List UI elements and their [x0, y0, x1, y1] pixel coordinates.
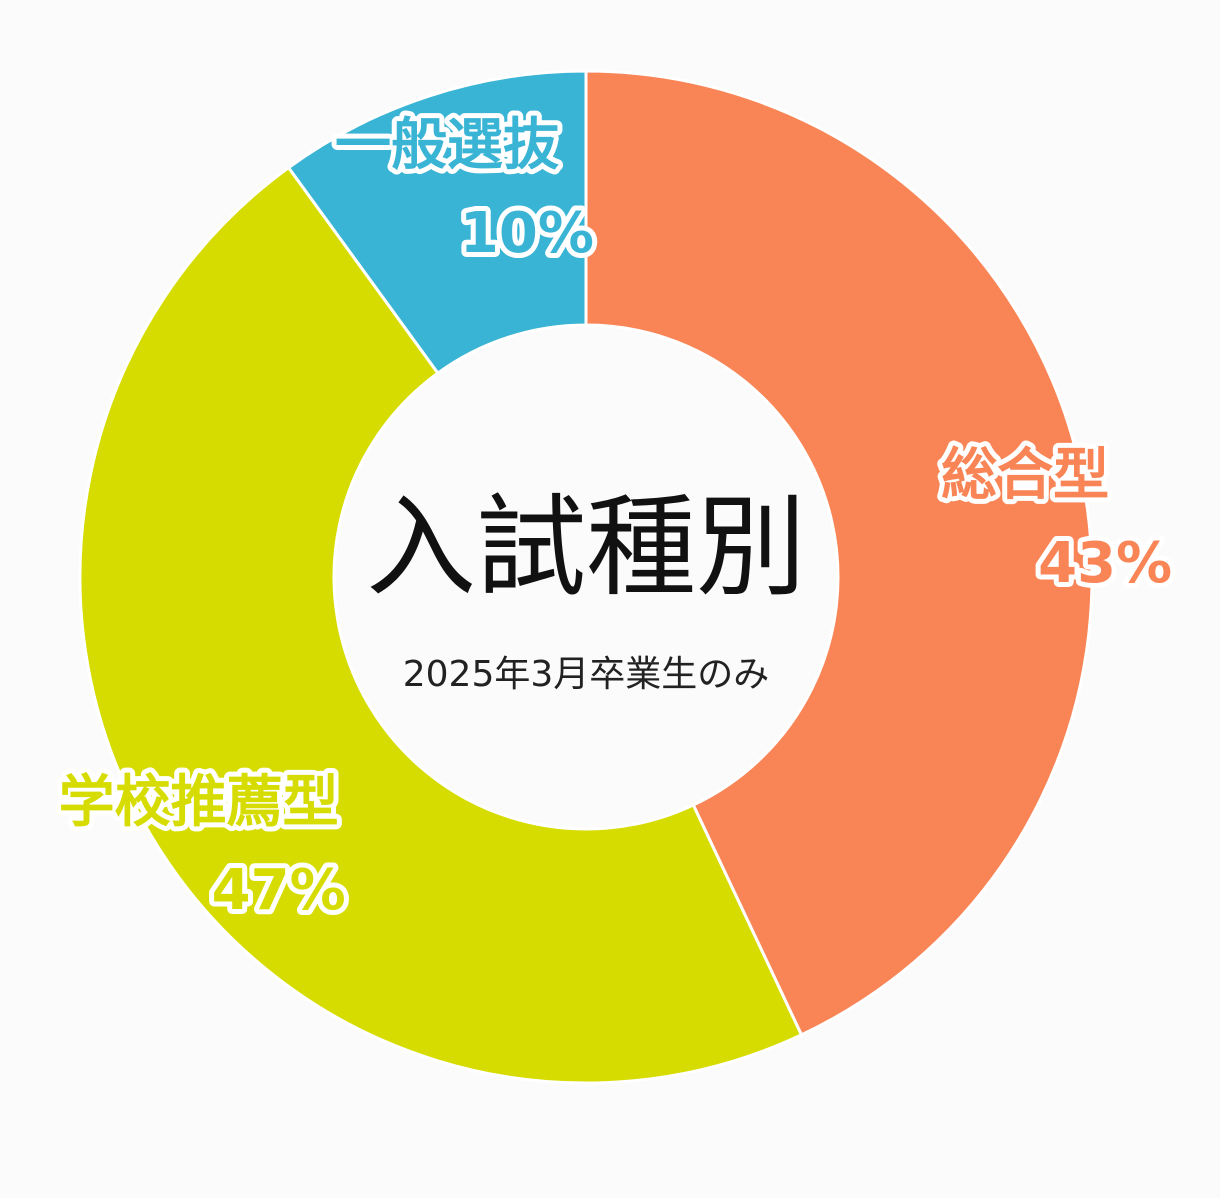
slice: [584, 69, 1094, 1037]
value-label: 10%: [460, 201, 594, 266]
chart-title: 入試種別: [366, 487, 806, 609]
slice: [286, 69, 588, 376]
slice-label: 一般選抜: [335, 113, 559, 178]
slice: [78, 165, 804, 1085]
chart-subtitle: 2025年3月卒業生のみ: [403, 654, 770, 695]
value-label: 43%: [1038, 531, 1172, 596]
slice-label: 学校推薦型: [59, 770, 339, 835]
value-label: 47%: [212, 858, 346, 923]
slice-label: 総合型: [941, 443, 1109, 508]
